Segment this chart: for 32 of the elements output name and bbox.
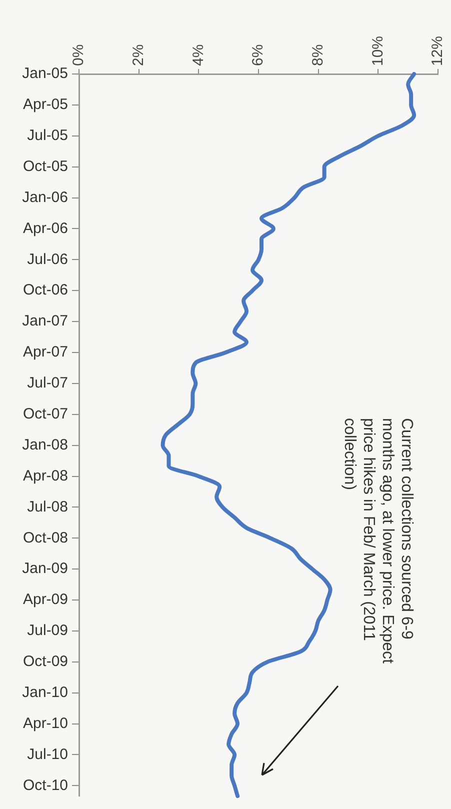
x-tick-label: 4% <box>190 44 207 66</box>
y-tick-label: Oct-08 <box>22 529 68 546</box>
y-tick-label: Jul-09 <box>27 622 68 640</box>
y-tick-label: Apr-06 <box>22 220 68 237</box>
y-tick-label: Jan-08 <box>22 436 68 454</box>
x-tick-label: 0% <box>70 44 88 66</box>
y-tick-label: Jan-10 <box>22 684 68 701</box>
x-tick-label: 10% <box>369 36 386 66</box>
y-tick-label: Apr-08 <box>22 467 68 484</box>
y-tick-label: Oct-10 <box>22 776 68 794</box>
y-tick-label: Apr-05 <box>22 96 68 114</box>
y-tick-label: Jul-05 <box>27 127 68 144</box>
y-tick-label: Oct-05 <box>22 158 68 175</box>
y-tick-label: Jul-07 <box>27 374 68 392</box>
y-tick-label: Oct-06 <box>22 282 68 299</box>
y-tick-label: Oct-07 <box>22 406 68 423</box>
y-tick-label: Apr-09 <box>22 591 68 608</box>
y-tick-label: Jan-05 <box>22 65 68 82</box>
y-tick-label: Apr-10 <box>22 714 68 732</box>
y-tick-label: Jan-06 <box>22 188 68 206</box>
y-tick-label: Oct-09 <box>22 653 68 670</box>
y-tick-label: Jul-08 <box>27 498 68 516</box>
y-tick-label: Jan-07 <box>22 312 68 330</box>
y-tick-label: Jul-10 <box>27 746 68 763</box>
x-tick-label: 2% <box>130 44 147 66</box>
x-tick-label: 6% <box>250 44 267 66</box>
x-tick-label: 12% <box>429 36 446 66</box>
y-tick-label: Jan-09 <box>22 560 68 578</box>
y-tick-label: Apr-07 <box>22 344 68 361</box>
y-tick-label: Jul-06 <box>27 250 68 268</box>
x-tick-label: 8% <box>309 44 326 66</box>
annotation: Current collections sourced 6-9 months ago, at lower price. Expect price hikes in Feb/ March (2011 collection) <box>340 418 416 666</box>
